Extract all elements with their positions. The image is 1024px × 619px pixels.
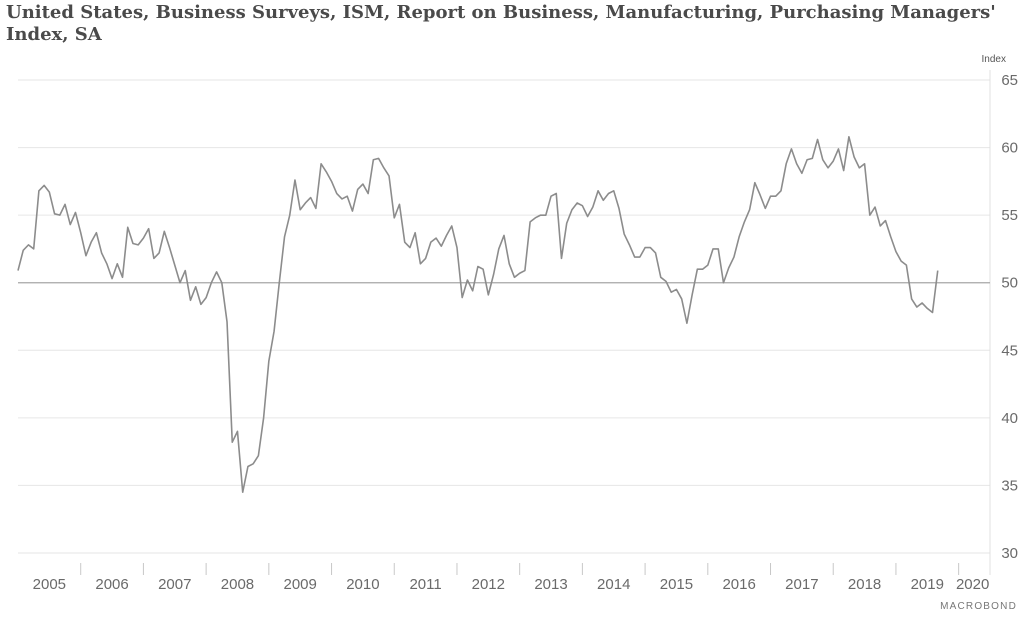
y-tick-label: 50: [1001, 275, 1018, 292]
y-axis: 30 35 40 45 50 55 60 65: [1001, 72, 1018, 562]
x-tick-label: 2011: [409, 576, 441, 593]
y-tick-label: 55: [1001, 207, 1018, 224]
x-tick-label: 2017: [785, 576, 818, 593]
x-tick-label: 2006: [95, 576, 128, 593]
series-line-pmi: [17, 135, 939, 493]
x-tick-label: 2018: [848, 576, 881, 593]
macrobond-logo: MACROBOND: [940, 601, 1017, 612]
y-tick-label: 40: [1001, 410, 1018, 427]
x-tick-label: 2014: [597, 576, 630, 593]
x-tick-label: 2010: [346, 576, 379, 593]
chart-title: United States, Business Surveys, ISM, Re…: [6, 2, 996, 45]
y-tick-label: 35: [1001, 477, 1018, 494]
x-tick-label: 2009: [284, 576, 317, 593]
y-tick-label: 45: [1001, 342, 1018, 359]
x-axis: 2005 2006 2007 2008 2009 2010 2011 2012 2013 2014…: [33, 563, 989, 593]
gridlines: [18, 70, 991, 575]
x-tick-label: 2016: [722, 576, 755, 593]
x-tick-label: 2005: [33, 576, 66, 593]
y-axis-unit-label: Index: [982, 54, 1006, 65]
y-tick-label: 60: [1001, 140, 1018, 157]
x-tick-label: 2020: [956, 576, 989, 593]
x-tick-label: 2012: [472, 576, 505, 593]
y-tick-label: 30: [1001, 545, 1018, 562]
x-tick-label: 2007: [158, 576, 191, 593]
x-tick-label: 2019: [911, 576, 944, 593]
x-tick-label: 2013: [534, 576, 567, 593]
x-tick-label: 2008: [221, 576, 254, 593]
x-tick-label: 2015: [660, 576, 693, 593]
y-tick-label: 65: [1001, 72, 1018, 89]
